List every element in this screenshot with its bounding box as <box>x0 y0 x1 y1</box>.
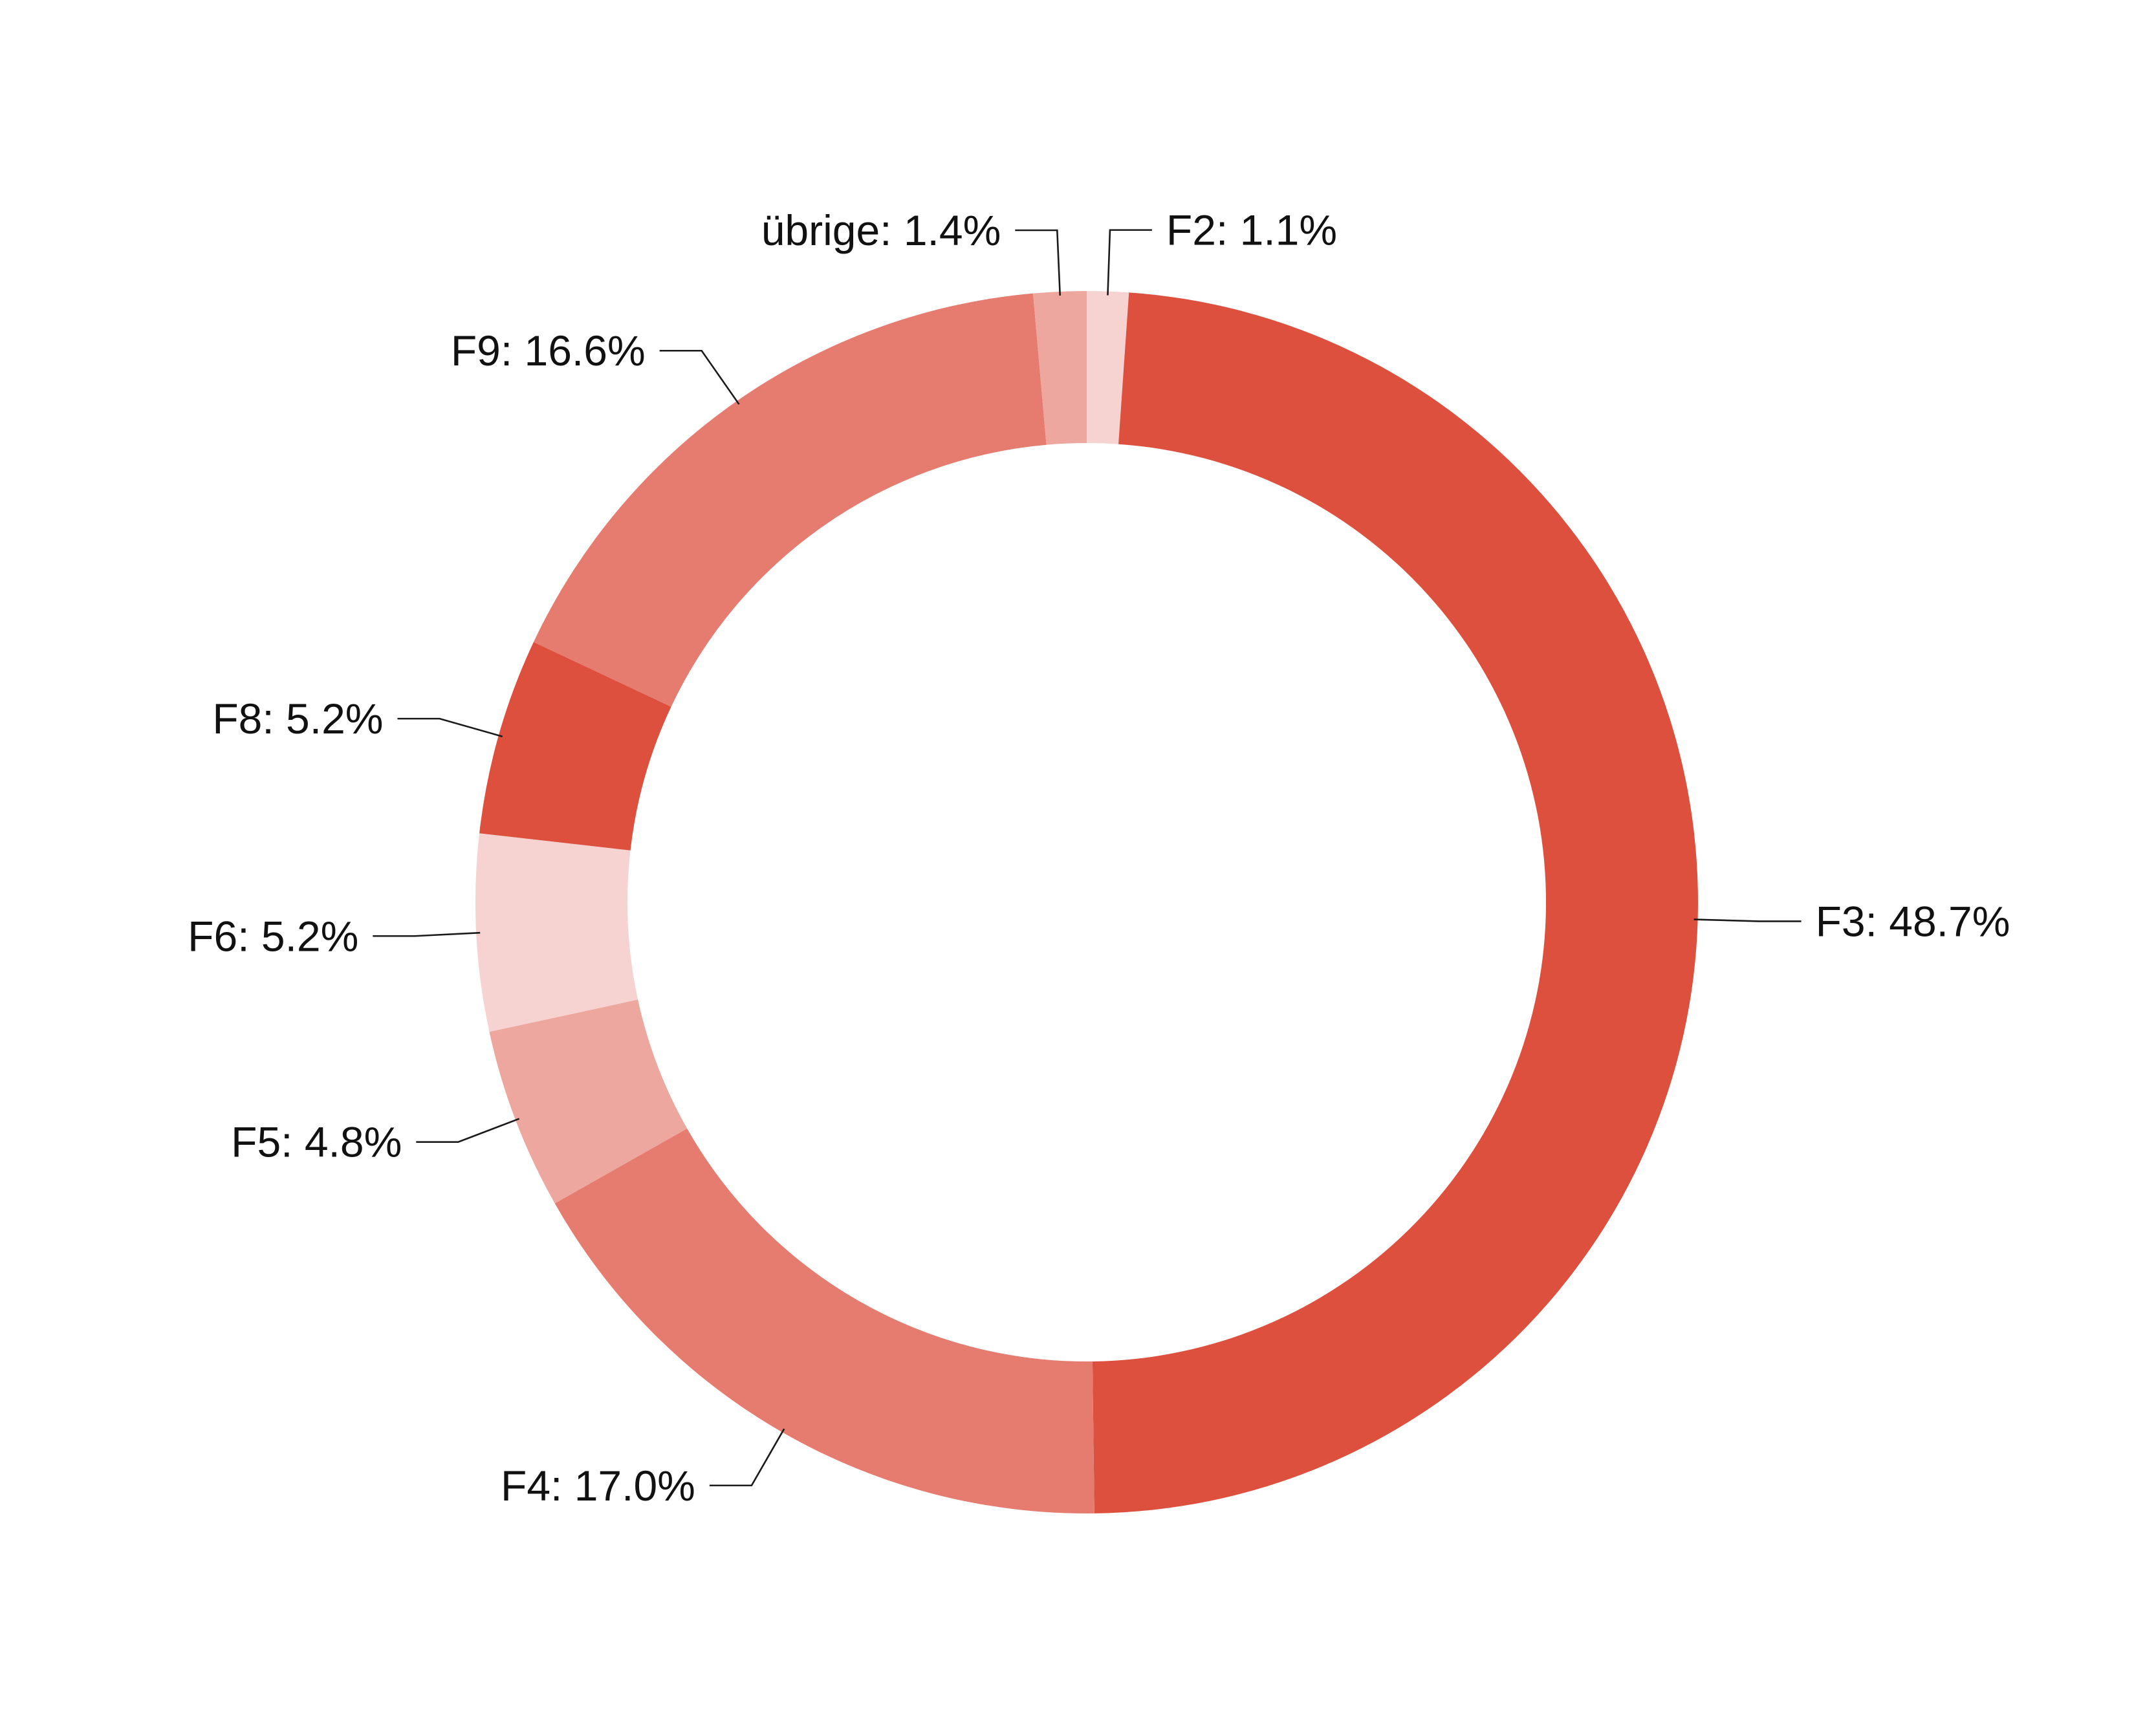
leader-line-f6 <box>373 931 481 937</box>
labels-layer: F2: 1.1% F3: 48.7% F4: 17.0% F5: 4.8% F6: 5.… <box>188 206 2010 1510</box>
leader-line-f4 <box>709 1428 785 1487</box>
slices-layer <box>475 291 1698 1513</box>
label-f5: F5: 4.8% <box>231 1118 402 1166</box>
label-f8: F8: 5.2% <box>212 695 383 742</box>
slice-uebrige <box>1032 291 1087 445</box>
leader-line-f9 <box>659 349 740 405</box>
slice-f6 <box>475 833 638 1032</box>
leader-line-uebrige <box>1015 229 1062 296</box>
slice-f2 <box>1087 291 1129 444</box>
slice-f3 <box>1092 292 1698 1513</box>
label-f6: F6: 5.2% <box>188 912 358 960</box>
leader-line-f8 <box>397 717 503 737</box>
leader-line-f5 <box>416 1118 520 1143</box>
slice-f4 <box>554 1128 1094 1513</box>
label-f4: F4: 17.0% <box>501 1462 695 1510</box>
leader-line-f3 <box>1693 918 1802 922</box>
label-uebrige: übrige: 1.4% <box>761 206 1001 254</box>
label-f2: F2: 1.1% <box>1166 206 1337 254</box>
leader-line-f2 <box>1107 229 1152 296</box>
slice-f9 <box>533 293 1047 707</box>
leader-lines-layer <box>373 229 1802 1487</box>
label-f9: F9: 16.6% <box>451 327 646 374</box>
label-f3: F3: 48.7% <box>1816 897 2010 945</box>
slice-f5 <box>489 999 688 1204</box>
slice-f8 <box>479 642 671 851</box>
